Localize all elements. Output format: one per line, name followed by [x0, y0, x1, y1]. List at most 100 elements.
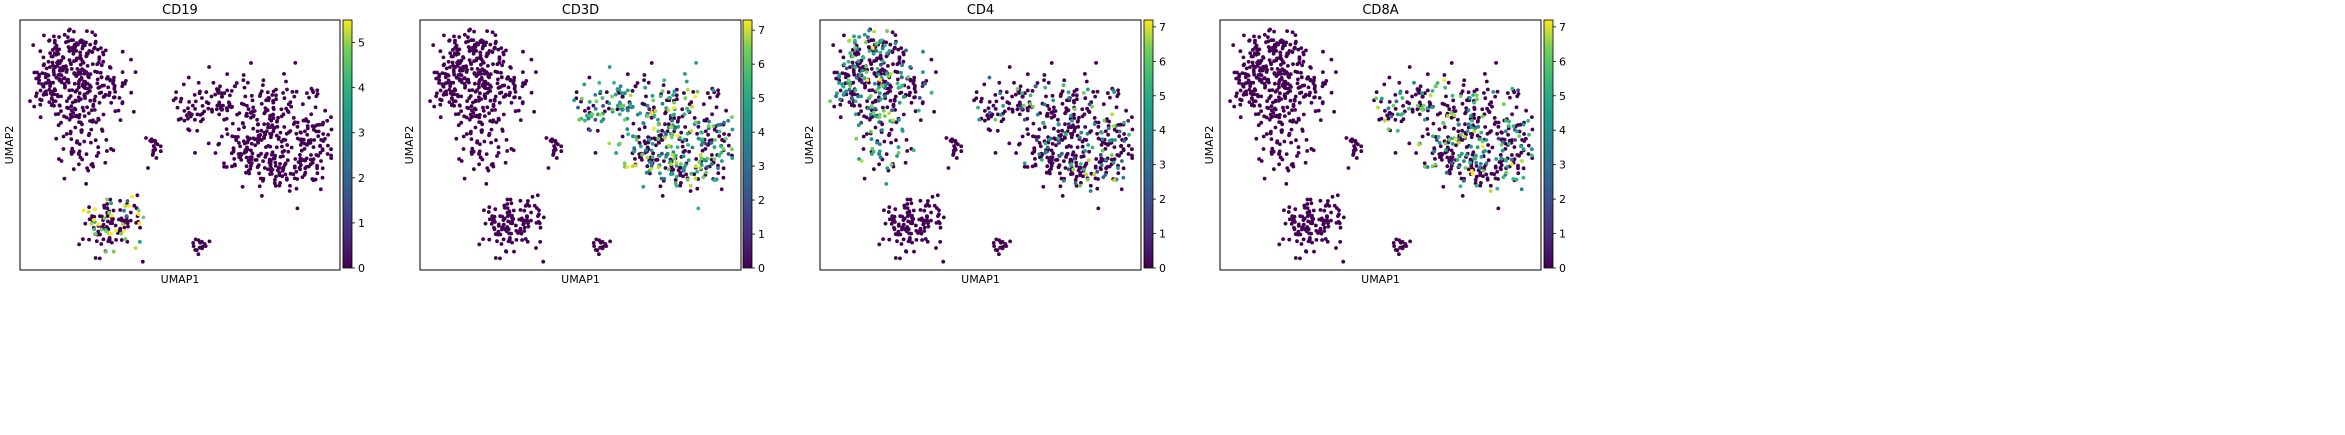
cell-point	[471, 51, 476, 56]
cell-point	[213, 151, 218, 155]
cell-point	[937, 208, 941, 213]
cell-point	[1433, 84, 1438, 88]
cell-point	[1071, 93, 1075, 97]
cell-point	[1240, 82, 1245, 87]
cell-point	[1090, 145, 1095, 150]
cell-point	[1494, 157, 1499, 161]
cell-point	[1294, 138, 1298, 143]
cell-point	[1116, 88, 1120, 93]
cell-point	[1452, 105, 1456, 110]
cell-point	[641, 184, 646, 189]
cell-point	[78, 56, 83, 61]
cell-point	[440, 71, 445, 75]
cell-point	[1054, 158, 1058, 162]
cell-point	[681, 150, 686, 154]
cell-point	[1077, 135, 1082, 140]
cell-point	[1458, 184, 1463, 189]
cell-point	[1279, 75, 1284, 80]
cell-point	[48, 51, 52, 55]
cell-point	[1119, 143, 1124, 148]
cell-point	[1270, 88, 1275, 92]
cell-point	[853, 88, 858, 93]
cell-point	[249, 155, 254, 160]
cell-point	[61, 56, 66, 60]
cell-point	[726, 152, 731, 156]
cell-point	[201, 117, 205, 122]
cell-point	[109, 213, 114, 218]
cell-point	[523, 237, 528, 241]
cell-point	[1311, 148, 1316, 153]
cell-point	[974, 96, 979, 101]
cell-point	[669, 125, 674, 130]
cell-point	[1420, 91, 1424, 96]
cell-point	[1471, 93, 1475, 97]
cell-point	[710, 153, 714, 157]
cell-point	[834, 76, 839, 81]
cell-point	[1287, 237, 1292, 242]
cell-point	[132, 203, 137, 208]
cell-point	[1407, 101, 1412, 106]
cell-point	[485, 166, 490, 171]
cell-point	[700, 137, 705, 142]
cell-point	[1501, 175, 1506, 180]
cell-point	[703, 147, 708, 151]
cell-point	[76, 70, 80, 75]
cell-point	[1422, 117, 1427, 122]
cell-point	[672, 100, 676, 105]
cell-point	[276, 137, 281, 142]
cell-point	[273, 153, 277, 158]
cell-point	[1303, 160, 1308, 165]
cell-point	[112, 75, 116, 80]
cell-point	[77, 120, 81, 124]
cell-point	[586, 116, 591, 121]
cell-point	[1526, 118, 1531, 123]
cell-point	[1057, 122, 1061, 127]
cell-point	[316, 134, 321, 139]
cell-point	[1004, 90, 1009, 94]
cell-point	[256, 140, 261, 145]
cell-point	[302, 147, 307, 151]
cell-point	[703, 141, 708, 146]
cell-point	[38, 115, 43, 120]
cell-point	[502, 216, 507, 221]
cell-point	[1291, 218, 1295, 223]
cell-point	[993, 117, 998, 122]
cell-point	[492, 225, 496, 230]
cell-point	[1284, 182, 1289, 186]
cell-point	[249, 164, 253, 168]
cell-point	[480, 122, 485, 127]
cell-point	[674, 93, 679, 98]
cell-point	[70, 45, 75, 50]
cell-point	[232, 157, 237, 161]
cell-point	[1450, 155, 1455, 160]
cell-point	[669, 162, 674, 167]
cell-point	[256, 154, 261, 158]
cell-point	[1519, 187, 1524, 192]
cell-point	[493, 33, 498, 37]
cell-point	[434, 94, 438, 99]
cell-point	[1321, 49, 1325, 54]
cell-point	[282, 96, 287, 101]
cell-point	[695, 89, 700, 94]
cell-point	[229, 151, 234, 156]
cell-point	[289, 145, 294, 150]
cell-point	[925, 219, 930, 224]
cell-point	[1116, 166, 1120, 171]
cell-point	[579, 99, 583, 104]
cell-point	[512, 84, 517, 89]
cell-point	[869, 129, 873, 134]
cell-point	[120, 49, 125, 54]
x-axis-label: UMAP1	[961, 273, 1000, 286]
cell-point	[467, 80, 471, 85]
cell-point	[55, 93, 60, 97]
cell-point	[922, 221, 926, 226]
cell-point	[1438, 111, 1442, 115]
cell-point	[1318, 118, 1323, 122]
cell-point	[887, 49, 892, 53]
cell-point	[1052, 113, 1057, 118]
cell-point	[853, 38, 857, 43]
cell-point	[1332, 109, 1336, 114]
cell-point	[34, 91, 39, 96]
cell-point	[912, 78, 916, 83]
cell-point	[522, 225, 527, 230]
